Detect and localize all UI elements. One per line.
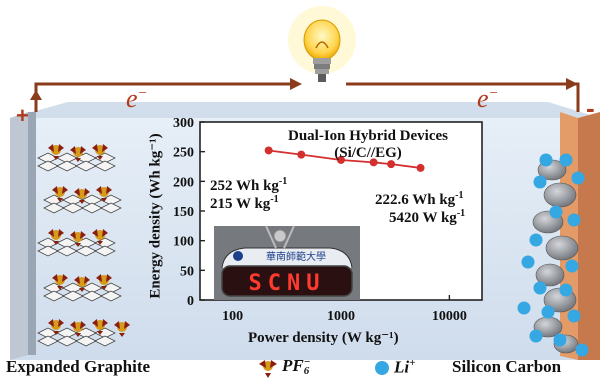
x-axis-label: Power density (W kg⁻¹): [248, 330, 399, 346]
y-tick-label: 300: [173, 116, 194, 131]
pf6-anion: [96, 274, 112, 290]
pf6-anion: [70, 321, 86, 337]
graphite-layer: [37, 144, 116, 172]
led-sign-text: SCNU: [249, 271, 326, 296]
li-ion-icon: [375, 361, 389, 375]
y-tick-label: 50: [180, 264, 194, 279]
legend-li-ion: Li+: [394, 357, 416, 377]
annotation-left-power: 215 W kg-1: [210, 194, 279, 212]
pf6-anion: [70, 231, 86, 247]
x-tick-label: 10000: [432, 309, 467, 324]
li-ion: [567, 309, 581, 323]
pf6-anion: [74, 276, 90, 292]
electron-label-left: e−: [126, 84, 148, 113]
li-ion: [559, 153, 573, 167]
light-bulb-icon: [288, 6, 356, 82]
silicon-carbon-particle: [535, 263, 565, 287]
x-tick-label: 1000: [327, 309, 355, 324]
plot-title: Dual-Ion Hybrid Devices (Si/C//EG): [287, 128, 448, 161]
energy-power-series: [264, 146, 425, 172]
li-ion-cluster: [517, 153, 589, 357]
electron-label-right: e−: [477, 84, 499, 113]
data-point: [369, 158, 378, 167]
wire-arrow-right: [290, 78, 302, 90]
pf6-anion: [92, 229, 108, 245]
pf6-anion: [70, 146, 86, 162]
y-tick-label: 0: [187, 294, 194, 309]
silicon-carbon-particle: [545, 235, 579, 261]
graphite-layer: [43, 274, 122, 302]
li-ion: [575, 343, 589, 357]
pf6-icon: [259, 360, 277, 378]
silicon-carbon-particles: [532, 159, 579, 354]
x-axis-ticks: 100 1000 10000: [222, 295, 467, 324]
annotation-left-energy: 252 Wh kg-1: [210, 176, 288, 194]
data-point: [264, 146, 273, 155]
pf6-anion: [48, 229, 64, 245]
data-point: [337, 155, 345, 164]
legend-silicon-carbon: Silicon Carbon: [452, 357, 562, 376]
device-photo: 華南師範大學 SCNU: [214, 225, 360, 300]
anode-plate: [560, 112, 600, 360]
li-ion: [533, 281, 547, 295]
pf6-anion: [52, 274, 68, 290]
external-circuit: [30, 78, 580, 112]
inset-plot: 0 50 100 150 200 250 300 100 1000 10000 華南師範大學 S…: [173, 116, 483, 324]
pf6-anion: [48, 144, 64, 160]
li-ion: [529, 329, 543, 343]
graphite-layer: [37, 319, 130, 347]
legend-pf6: PF− 6: [282, 356, 311, 378]
photo-banner: 華南師範大學: [266, 250, 326, 263]
pf6-anion: [52, 186, 68, 202]
li-ion: [565, 259, 579, 273]
university-logo-icon: [233, 251, 243, 261]
expanded-graphite-layers: [37, 144, 130, 347]
li-ion: [529, 233, 543, 247]
annotation-right-energy: 222.6 Wh kg-1: [375, 190, 464, 208]
series-line: [268, 149, 421, 169]
li-ion: [559, 283, 573, 297]
li-ion: [571, 171, 585, 185]
y-tick-label: 150: [173, 205, 194, 220]
pf6-anion: [92, 319, 108, 335]
data-point: [416, 163, 425, 172]
x-tick-label: 100: [222, 309, 243, 324]
data-point: [387, 160, 396, 169]
li-ion: [549, 205, 563, 219]
y-axis-ticks: 0 50 100 150 200 250 300: [173, 116, 205, 309]
li-ion: [553, 333, 567, 347]
li-ion: [521, 255, 535, 269]
graphite-layer: [43, 186, 122, 214]
positive-terminal: +: [16, 103, 29, 128]
pf6-anion: [92, 144, 108, 160]
li-ion: [517, 301, 531, 315]
y-axis-label: Energy density (Wh kg⁻¹): [147, 133, 164, 299]
y-tick-label: 250: [173, 146, 194, 161]
pf6-anion: [48, 319, 64, 335]
cathode-collector: [10, 112, 36, 360]
y-tick-label: 200: [173, 175, 194, 190]
negative-terminal: -: [586, 93, 595, 123]
li-ion: [539, 153, 553, 167]
li-ion: [567, 213, 581, 227]
li-ion: [533, 175, 547, 189]
li-ion: [541, 305, 555, 319]
y-tick-label: 100: [173, 235, 194, 250]
pf6-anion: [114, 321, 130, 337]
silicon-carbon-particle: [543, 182, 577, 208]
wire-arrow-up: [30, 90, 42, 100]
pf6-anion: [96, 186, 112, 202]
graphite-layer: [37, 229, 116, 257]
pf6-anion: [74, 188, 90, 204]
legend-expanded-graphite: Expanded Graphite: [6, 357, 151, 376]
data-point: [297, 150, 306, 159]
wire-arrow-end: [566, 78, 578, 90]
annotation-right-power: 5420 W kg-1: [389, 208, 466, 226]
